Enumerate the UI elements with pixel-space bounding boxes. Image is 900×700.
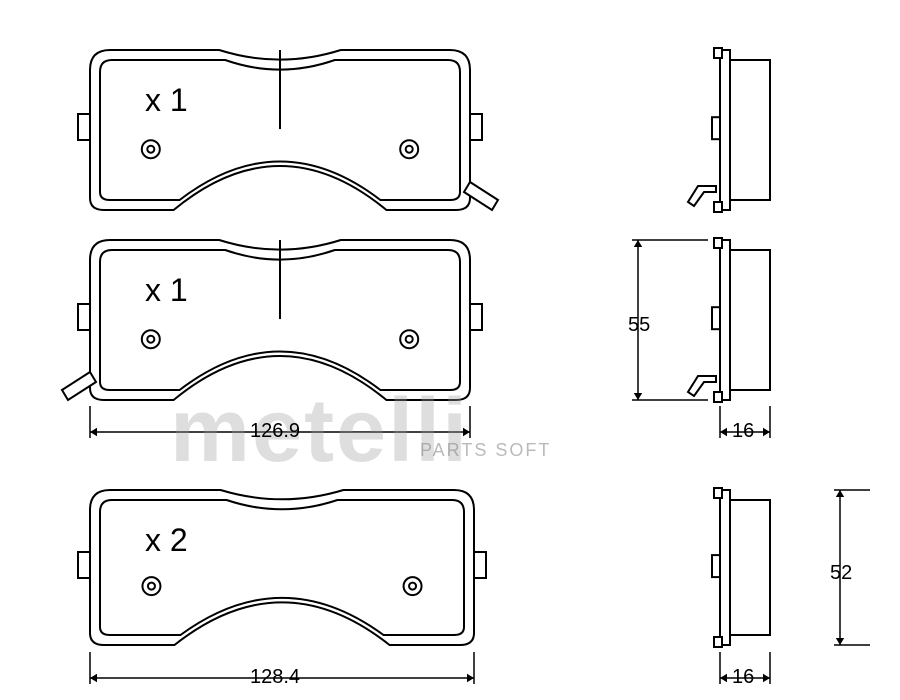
dim-width-bot: 128.4 [250,666,300,689]
qty-pad-1: x 1 [145,82,188,119]
dim-width-mid: 126.9 [250,420,300,443]
diagram-svg [0,0,900,700]
dim-thick-bot: 16 [732,666,754,689]
dim-thick-mid: 16 [732,420,754,443]
dim-height-bot: 52 [830,562,852,585]
dim-height-mid: 55 [628,314,650,337]
qty-pad-3: x 2 [145,522,188,559]
qty-pad-2: x 1 [145,272,188,309]
